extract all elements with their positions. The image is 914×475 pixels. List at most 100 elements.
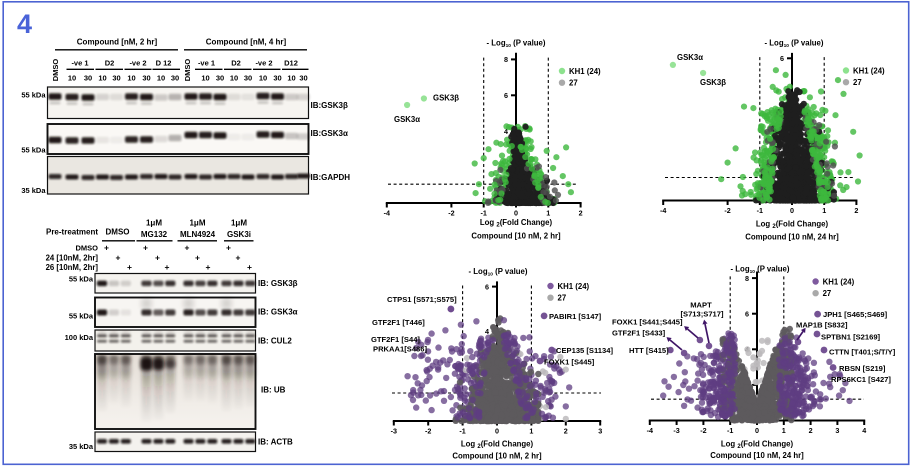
svg-text:0: 0	[790, 206, 794, 215]
svg-text:Compound [10 nM, 2 hr]: Compound [10 nM, 2 hr]	[452, 452, 542, 461]
svg-text:GSK3β: GSK3β	[700, 78, 726, 87]
svg-text:10: 10	[259, 74, 267, 83]
svg-text:10: 10	[98, 74, 106, 83]
svg-text:10: 10	[230, 74, 238, 83]
svg-text:1μM: 1μM	[231, 219, 247, 228]
svg-text:IB:GAPDH: IB:GAPDH	[311, 173, 351, 182]
svg-text:IB:GSK3α: IB:GSK3α	[311, 129, 348, 138]
svg-text:- Log10 (P value): - Log10 (P value)	[487, 39, 546, 50]
svg-text:1: 1	[782, 426, 786, 435]
svg-text:GSK3α: GSK3α	[677, 53, 703, 62]
svg-text:10: 10	[68, 74, 76, 83]
svg-text:8: 8	[745, 274, 749, 283]
svg-text:-3: -3	[673, 426, 679, 435]
svg-text:6: 6	[485, 282, 489, 291]
svg-text:IB: GSK3β: IB: GSK3β	[258, 279, 298, 288]
svg-text:DMSO: DMSO	[183, 59, 192, 82]
svg-text:MG132: MG132	[141, 230, 168, 239]
svg-text:-ve 2: -ve 2	[255, 59, 272, 68]
svg-text:35 kDa: 35 kDa	[69, 442, 94, 451]
svg-text:GTF2F1 [S44]: GTF2F1 [S44]	[371, 335, 420, 344]
svg-text:Compound [10 nM, 2 hr]: Compound [10 nM, 2 hr]	[471, 232, 561, 241]
svg-text:2: 2	[579, 209, 583, 218]
svg-text:CEP135 [S1134]: CEP135 [S1134]	[556, 346, 613, 355]
svg-text:GSK3α: GSK3α	[394, 115, 420, 124]
svg-text:-1: -1	[727, 426, 733, 435]
svg-text:+: +	[206, 262, 211, 272]
svg-text:+: +	[127, 262, 132, 272]
svg-text:10: 10	[287, 74, 295, 83]
svg-text:100 kDa: 100 kDa	[65, 333, 94, 342]
svg-text:24 [10nM, 2hr]: 24 [10nM, 2hr]	[46, 253, 99, 262]
svg-text:-1: -1	[459, 427, 465, 436]
svg-text:-2: -2	[425, 427, 431, 436]
svg-text:PRKAA1[S486]: PRKAA1[S486]	[373, 345, 427, 354]
svg-text:KH1 (24): KH1 (24)	[558, 282, 590, 291]
svg-text:KH1 (24): KH1 (24)	[569, 67, 601, 76]
svg-text:35 kDa: 35 kDa	[21, 186, 46, 195]
svg-text:-ve 1: -ve 1	[71, 59, 88, 68]
svg-text:30: 30	[171, 74, 179, 83]
svg-text:2: 2	[854, 206, 858, 215]
svg-text:PABIR1 [S147]: PABIR1 [S147]	[549, 312, 602, 321]
svg-text:-ve 1: -ve 1	[198, 59, 215, 68]
svg-text:27: 27	[558, 294, 567, 303]
svg-text:+: +	[236, 252, 241, 262]
svg-text:GSK3i: GSK3i	[227, 230, 251, 239]
svg-text:1: 1	[822, 206, 826, 215]
svg-text:GTF2F1 [T446]: GTF2F1 [T446]	[372, 318, 425, 327]
svg-text:DMSO: DMSO	[76, 244, 99, 253]
svg-text:2: 2	[809, 426, 813, 435]
svg-text:+: +	[143, 243, 148, 253]
svg-text:KH1 (24): KH1 (24)	[853, 66, 885, 75]
svg-text:- Log10 (P value): - Log10 (P value)	[765, 39, 824, 50]
svg-text:30: 30	[142, 74, 150, 83]
svg-text:-2: -2	[448, 209, 454, 218]
svg-text:-1: -1	[480, 209, 486, 218]
svg-text:GSK3β: GSK3β	[433, 94, 459, 103]
svg-text:CTPS1 [S571;S575]: CTPS1 [S571;S575]	[387, 295, 457, 304]
svg-text:30: 30	[299, 74, 307, 83]
svg-text:-1: -1	[757, 206, 763, 215]
svg-text:+: +	[104, 243, 109, 253]
svg-text:-2: -2	[724, 206, 730, 215]
svg-text:6: 6	[504, 91, 508, 100]
svg-text:30: 30	[216, 74, 224, 83]
svg-text:DMSO: DMSO	[106, 228, 130, 237]
svg-text:- Log10 (P value): - Log10 (P value)	[469, 267, 528, 278]
svg-text:4: 4	[862, 426, 866, 435]
svg-text:+: +	[116, 252, 121, 262]
svg-text:-3: -3	[391, 427, 397, 436]
svg-text:-4: -4	[660, 206, 666, 215]
svg-text:D2: D2	[105, 59, 115, 68]
svg-text:+: +	[185, 243, 190, 253]
svg-text:Log 2(Fold Change): Log 2(Fold Change)	[480, 218, 553, 229]
svg-text:Log 2(Fold Change): Log 2(Fold Change)	[756, 220, 829, 231]
svg-text:26 [10nM, 2hr]: 26 [10nM, 2hr]	[46, 263, 99, 272]
svg-text:30: 30	[273, 74, 281, 83]
svg-text:55 kDa: 55 kDa	[69, 275, 94, 284]
svg-text:1: 1	[529, 427, 533, 436]
svg-text:6: 6	[780, 54, 784, 63]
svg-text:10: 10	[201, 74, 209, 83]
svg-text:Compound [10 nM, 24 hr]: Compound [10 nM, 24 hr]	[745, 233, 839, 242]
svg-text:-2: -2	[700, 426, 706, 435]
svg-text:6: 6	[745, 310, 749, 319]
svg-text:27: 27	[569, 79, 578, 88]
svg-text:+: +	[226, 243, 231, 253]
svg-text:IB:GSK3β: IB:GSK3β	[311, 101, 348, 110]
svg-text:4: 4	[17, 9, 32, 39]
svg-text:IB: ACTB: IB: ACTB	[258, 438, 293, 447]
svg-text:+: +	[195, 252, 200, 262]
svg-text:3: 3	[835, 426, 839, 435]
svg-text:3: 3	[598, 427, 602, 436]
svg-text:+: +	[165, 262, 170, 272]
svg-text:D12: D12	[284, 59, 298, 68]
svg-text:0: 0	[495, 427, 499, 436]
svg-text:- Log10 (P value): - Log10 (P value)	[731, 265, 790, 276]
svg-text:27: 27	[853, 78, 862, 87]
svg-text:FOXK1 [S445]: FOXK1 [S445]	[544, 358, 595, 367]
svg-text:30: 30	[84, 74, 92, 83]
svg-text:MLN4924: MLN4924	[180, 230, 216, 239]
svg-text:30: 30	[244, 74, 252, 83]
